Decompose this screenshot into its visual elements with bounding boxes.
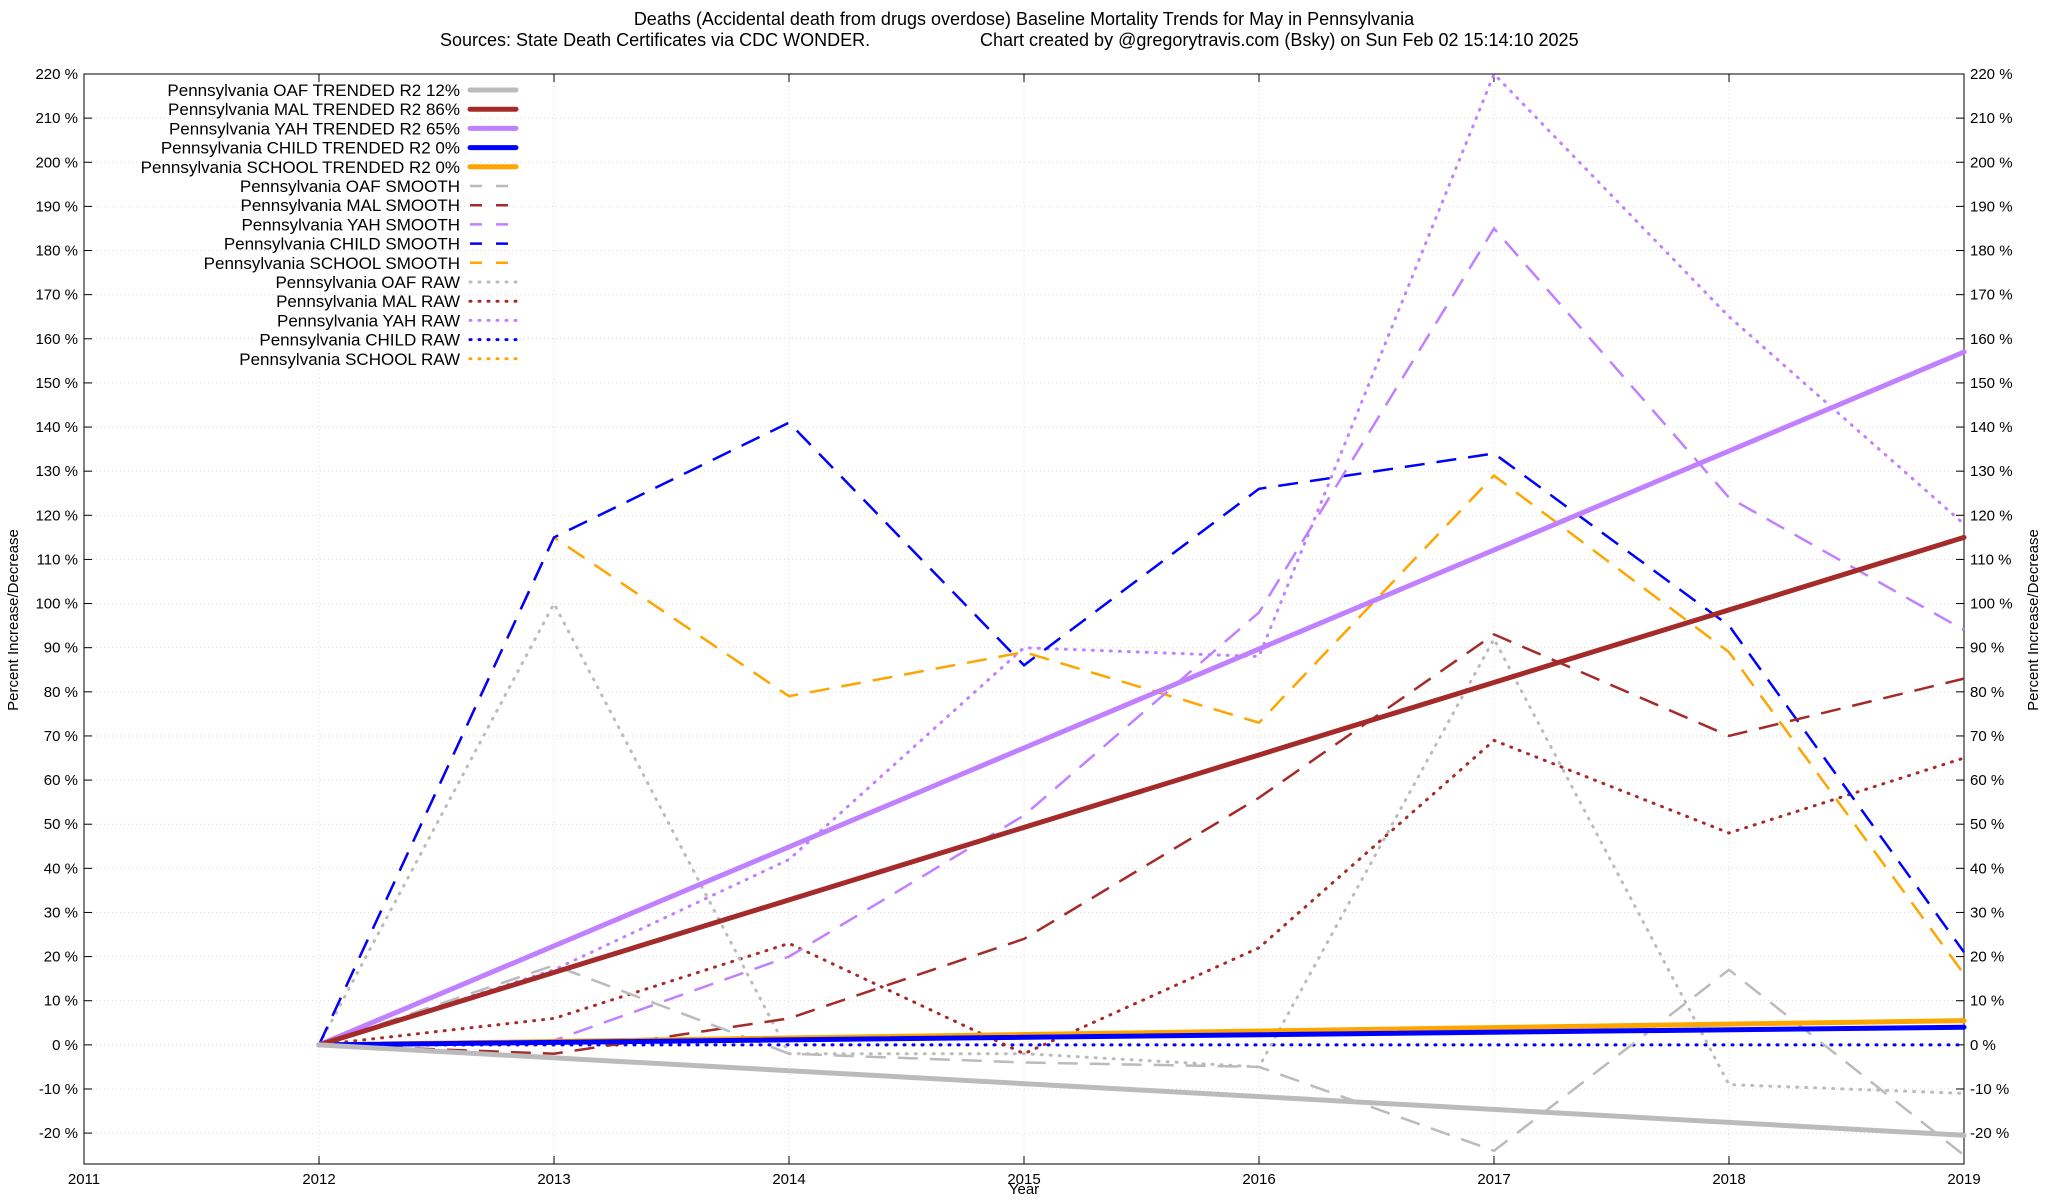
y-tick-label-right: 40 % <box>1970 860 2004 877</box>
y-tick-label: 20 % <box>44 949 78 966</box>
y-tick-label: 210 % <box>35 110 78 127</box>
legend-label: Pennsylvania OAF RAW <box>275 273 460 292</box>
series-yah-raw-line <box>317 71 1966 1047</box>
chart-title: Deaths (Accidental death from drugs over… <box>634 9 1415 29</box>
y-tick-label-right: 20 % <box>1970 949 2004 966</box>
x-tick-label: 2014 <box>772 1171 805 1188</box>
legend-label: Pennsylvania YAH SMOOTH <box>241 215 460 234</box>
x-tick-label: 2018 <box>1712 1171 1745 1188</box>
y-tick-label: 30 % <box>44 904 78 921</box>
y-tick-label-right: 90 % <box>1970 640 2004 657</box>
y-tick-label: 170 % <box>35 287 78 304</box>
y-tick-label-right: 80 % <box>1970 684 2004 701</box>
y-tick-label: 190 % <box>35 198 78 215</box>
x-tick-label: 2015 <box>1007 1171 1040 1188</box>
y-tick-label-right: 30 % <box>1970 904 2004 921</box>
y-tick-label-right: 210 % <box>1970 110 2013 127</box>
y-tick-label-right: 0 % <box>1970 1037 1996 1054</box>
series-oaf-raw-line <box>317 600 1966 1095</box>
y-tick-label-right: 140 % <box>1970 419 2013 436</box>
x-tick-label: 2012 <box>302 1171 335 1188</box>
y-tick-label-right: 60 % <box>1970 772 2004 789</box>
y-tick-label-right: 150 % <box>1970 375 2013 392</box>
y-tick-label: 70 % <box>44 728 78 745</box>
series-mal-trended-line <box>316 534 1967 1048</box>
y-tick-label: -10 % <box>39 1081 78 1098</box>
y-tick-label: 80 % <box>44 684 78 701</box>
legend-label: Pennsylvania MAL TRENDED R2 86% <box>168 100 460 119</box>
y-tick-label-right: -10 % <box>1970 1081 2009 1098</box>
legend-label: Pennsylvania YAH TRENDED R2 65% <box>169 119 460 138</box>
series-yah-smooth-line <box>318 226 1965 1047</box>
x-axis-label: Year <box>1009 1181 1039 1198</box>
x-tick-label: 2016 <box>1242 1171 1275 1188</box>
y-tick-label: 50 % <box>44 816 78 833</box>
y-tick-label: 130 % <box>35 463 78 480</box>
series-mal-raw-line <box>317 738 1966 1056</box>
y-axis-label: Percent Increase/Decrease <box>5 529 22 711</box>
axes: -20 % -20 % -10 % -10 % 0 % 0 % 10 % 10 % 20 % 20… <box>35 66 2012 1188</box>
y-tick-label: 40 % <box>44 860 78 877</box>
legend-label: Pennsylvania MAL RAW <box>276 292 460 311</box>
series-yah-trended-line <box>316 349 1967 1048</box>
y-tick-label: -20 % <box>39 1125 78 1142</box>
x-tick-label: 2019 <box>1947 1171 1980 1188</box>
x-tick-label: 2011 <box>68 1171 100 1188</box>
y-tick-label: 110 % <box>37 551 78 568</box>
series-child-trended-line <box>316 1024 1967 1048</box>
series-school-smooth-line <box>317 473 1966 1046</box>
y-tick-label: 150 % <box>35 375 78 392</box>
y-tick-label-right: 180 % <box>1970 243 2013 260</box>
chart-credit-note: Chart created by @gregorytravis.com (Bsk… <box>980 30 1579 50</box>
legend-label: Pennsylvania MAL SMOOTH <box>241 196 461 215</box>
legend: Pennsylvania OAF TRENDED R2 12%Pennsylva… <box>141 81 519 369</box>
y-tick-label-right: -20 % <box>1970 1125 2009 1142</box>
y-tick-label-right: 160 % <box>1970 331 2013 348</box>
y-tick-label-right: 200 % <box>1970 154 2013 171</box>
series-mal-smooth-line <box>318 632 1965 1055</box>
y-tick-label-right: 220 % <box>1970 66 2013 83</box>
y-tick-label-right: 190 % <box>1970 198 2013 215</box>
legend-label: Pennsylvania OAF SMOOTH <box>240 177 460 196</box>
legend-label: Pennsylvania YAH RAW <box>277 311 460 330</box>
y-tick-label: 100 % <box>35 596 78 613</box>
y-tick-label-right: 110 % <box>1970 551 2011 568</box>
x-tick-label: 2017 <box>1477 1171 1510 1188</box>
series-oaf-trended-line <box>316 1042 1967 1138</box>
legend-label: Pennsylvania SCHOOL SMOOTH <box>204 254 460 273</box>
y-tick-label: 10 % <box>44 993 78 1010</box>
y-tick-label: 60 % <box>44 772 78 789</box>
legend-label: Pennsylvania SCHOOL TRENDED R2 0% <box>141 158 460 177</box>
legend-label: Pennsylvania SCHOOL RAW <box>239 350 460 369</box>
legend-label: Pennsylvania CHILD SMOOTH <box>224 235 460 254</box>
y-tick-label: 220 % <box>35 66 78 83</box>
legend-label: Pennsylvania OAF TRENDED R2 12% <box>167 81 460 100</box>
series-child-smooth-line <box>317 421 1966 1046</box>
chart-source-note: Sources: State Death Certificates via CD… <box>440 30 870 50</box>
y-tick-label-right: 70 % <box>1970 728 2004 745</box>
y-tick-label: 140 % <box>35 419 78 436</box>
y-tick-label-right: 120 % <box>1970 507 2013 524</box>
y-tick-label-right: 170 % <box>1970 287 2013 304</box>
y-tick-label: 180 % <box>35 243 78 260</box>
y-tick-label: 0 % <box>52 1037 78 1054</box>
series-group <box>316 71 1967 1157</box>
y-tick-label-right: 130 % <box>1970 463 2013 480</box>
y-tick-label-right: 100 % <box>1970 596 2013 613</box>
y-tick-label: 90 % <box>44 640 78 657</box>
y-tick-label-right: 50 % <box>1970 816 2004 833</box>
series-oaf-smooth-line <box>318 964 1965 1157</box>
legend-label: Pennsylvania CHILD RAW <box>259 331 460 350</box>
y-tick-label: 160 % <box>35 331 78 348</box>
x-tick-label: 2013 <box>537 1171 570 1188</box>
y-tick-label-right: 10 % <box>1970 993 2004 1010</box>
y-tick-label: 200 % <box>35 154 78 171</box>
y-tick-label: 120 % <box>35 507 78 524</box>
legend-label: Pennsylvania CHILD TRENDED R2 0% <box>161 139 460 158</box>
y-axis-label-right: Percent Increase/Decrease <box>2025 529 2042 711</box>
